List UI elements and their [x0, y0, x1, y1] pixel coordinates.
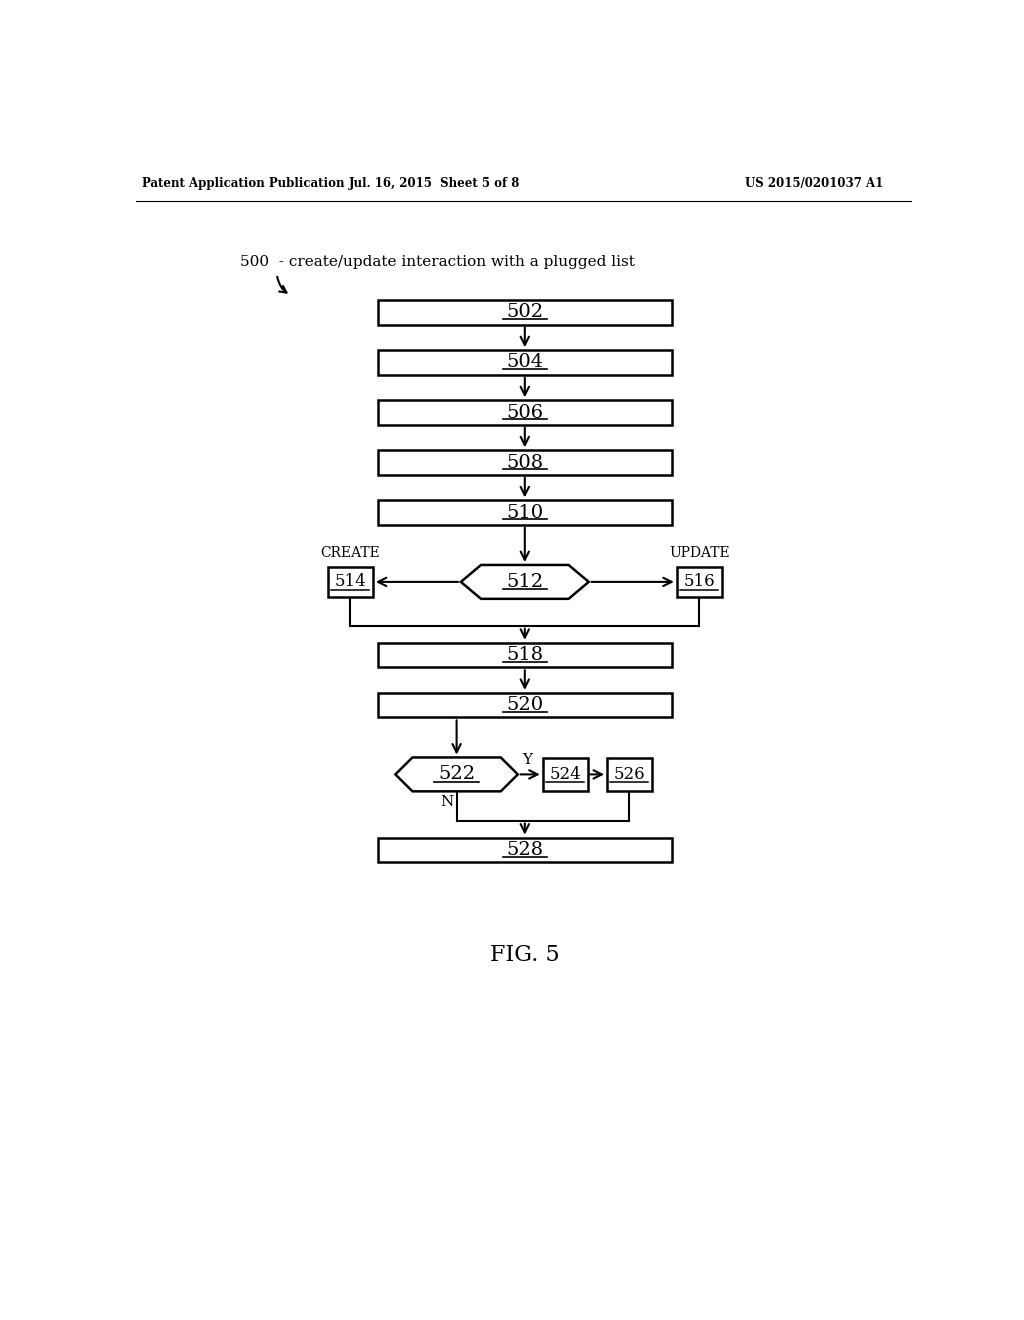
Text: 524: 524 [549, 766, 581, 783]
Bar [378, 643, 672, 668]
Polygon shape [461, 565, 589, 599]
Text: 510: 510 [506, 504, 544, 521]
Text: Patent Application Publication: Patent Application Publication [142, 177, 344, 190]
Text: 514: 514 [335, 573, 367, 590]
Bar [378, 400, 672, 425]
Text: 506: 506 [506, 404, 544, 421]
Bar [378, 450, 672, 475]
Text: 508: 508 [506, 454, 544, 471]
Bar [378, 500, 672, 525]
Text: 520: 520 [506, 696, 544, 714]
Bar [543, 758, 588, 791]
Bar [378, 693, 672, 718]
Text: 512: 512 [506, 573, 544, 591]
Text: Jul. 16, 2015  Sheet 5 of 8: Jul. 16, 2015 Sheet 5 of 8 [348, 177, 520, 190]
Text: Y: Y [522, 752, 532, 767]
Bar [378, 838, 672, 862]
Bar [378, 350, 672, 375]
Text: 528: 528 [506, 841, 544, 859]
Text: UPDATE: UPDATE [669, 546, 729, 561]
Text: N: N [440, 795, 454, 809]
Text: 516: 516 [683, 573, 715, 590]
Bar [607, 758, 652, 791]
Text: 504: 504 [506, 354, 544, 371]
Text: 502: 502 [506, 304, 544, 321]
Text: US 2015/0201037 A1: US 2015/0201037 A1 [744, 177, 883, 190]
Text: 500  - create/update interaction with a plugged list: 500 - create/update interaction with a p… [241, 255, 635, 269]
Bar [677, 566, 722, 598]
Text: FIG. 5: FIG. 5 [490, 944, 559, 966]
Text: CREATE: CREATE [321, 546, 380, 561]
Bar [378, 300, 672, 325]
Text: 522: 522 [438, 766, 475, 783]
Text: 518: 518 [506, 645, 544, 664]
Text: 526: 526 [613, 766, 645, 783]
Polygon shape [395, 758, 518, 792]
Bar [328, 566, 373, 598]
